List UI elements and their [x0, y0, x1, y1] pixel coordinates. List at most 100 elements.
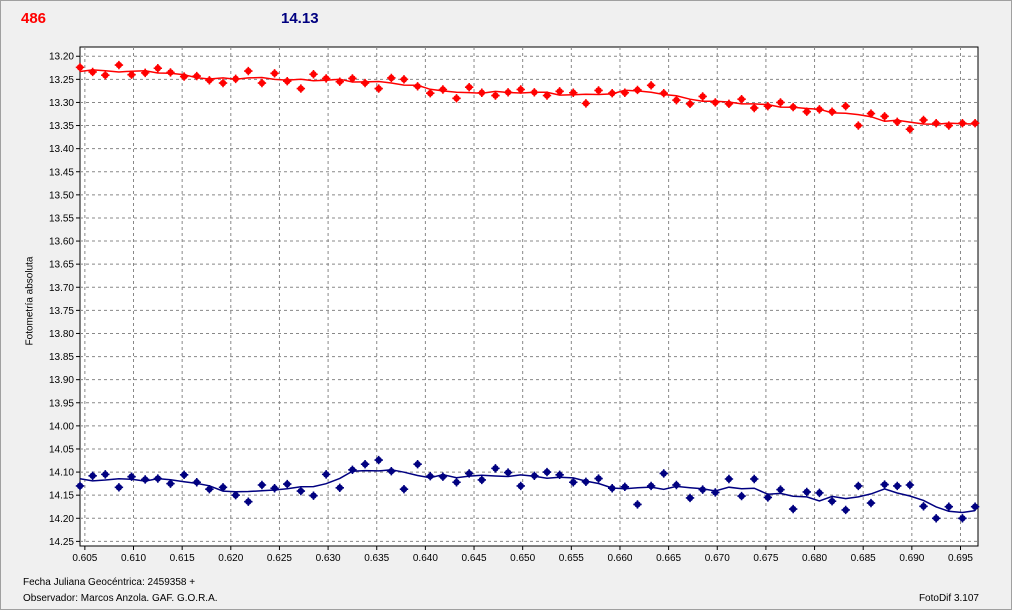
data-point-cross-series-1: [360, 78, 370, 88]
data-point-cross-series-2: [763, 493, 773, 502]
data-point-cross-series-1: [646, 81, 656, 90]
data-point-cross-series-2: [335, 483, 344, 492]
data-point-cross-series-1: [140, 68, 150, 78]
x-tick-label: 0.675: [753, 553, 778, 564]
x-tick-label: 0.655: [559, 553, 584, 564]
data-point-cross-series-1: [321, 74, 331, 83]
y-tick-label: 13.70: [49, 283, 74, 294]
data-point-cross-series-2: [788, 504, 798, 514]
data-point-cross-series-1: [244, 66, 253, 76]
julian-date-label: Fecha Juliana Geocéntrica: 2459358 +: [23, 577, 196, 588]
x-tick-label: 0.615: [170, 553, 195, 564]
data-point-cross-series-1: [75, 63, 85, 72]
data-point-cross-series-2: [931, 514, 941, 523]
y-tick-label: 14.05: [49, 444, 74, 455]
data-point-cross-series-1: [530, 88, 539, 97]
data-point-cross-series-1: [270, 69, 279, 78]
y-tick-label: 13.75: [49, 306, 74, 317]
plot-area: [79, 46, 979, 547]
x-tick-label: 0.670: [705, 553, 730, 564]
data-point-cross-series-1: [685, 99, 695, 109]
data-point-cross-series-1: [503, 88, 513, 97]
data-point-cross-series-1: [970, 119, 980, 128]
data-point-cross-series-1: [763, 101, 773, 111]
data-point-cross-series-1: [724, 99, 734, 109]
data-point-cross-series-1: [283, 76, 292, 86]
data-point-cross-series-2: [569, 478, 578, 487]
data-point-cross-series-2: [711, 488, 720, 497]
data-point-cross-series-1: [698, 92, 707, 101]
data-point-cross-series-1: [827, 107, 837, 116]
data-point-cross-series-2: [140, 475, 150, 484]
data-point-cross-series-1: [296, 84, 306, 93]
data-point-cross-series-1: [491, 91, 500, 100]
y-tick-label: 13.60: [49, 237, 74, 248]
y-tick-label: 13.25: [49, 75, 74, 86]
data-point-cross-series-1: [659, 89, 668, 98]
data-point-cross-series-1: [919, 115, 928, 125]
x-tick-label: 0.650: [510, 553, 535, 564]
data-point-cross-series-1: [516, 85, 525, 94]
data-point-cross-series-1: [776, 98, 785, 107]
data-point-cross-series-1: [127, 70, 136, 79]
data-point-cross-series-2: [841, 505, 850, 515]
data-point-cross-series-1: [815, 105, 824, 114]
data-point-cross-series-2: [231, 490, 240, 500]
x-tick-label: 0.645: [462, 553, 487, 564]
trend-line-series-1: [79, 69, 976, 126]
data-point-cross-series-1: [866, 109, 876, 118]
x-tick-label: 0.685: [851, 553, 876, 564]
data-point-cross-series-1: [413, 82, 422, 91]
data-point-cross-series-2: [880, 480, 889, 489]
data-point-cross-series-2: [127, 472, 136, 481]
data-point-cross-series-1: [101, 70, 110, 80]
data-point-cross-series-2: [321, 470, 331, 479]
data-point-cross-series-2: [360, 460, 370, 469]
data-point-cross-series-2: [958, 514, 967, 523]
trend-line-series-2: [79, 469, 976, 514]
y-tick-label: 14.25: [49, 537, 74, 548]
data-point-cross-series-1: [205, 76, 214, 85]
data-point-cross-series-2: [905, 480, 915, 490]
observer-label: Observador: Marcos Anzola. GAF. G.O.R.A.: [23, 593, 218, 604]
data-point-cross-series-2: [464, 469, 474, 478]
data-point-cross-series-2: [530, 471, 539, 480]
data-point-cross-series-1: [452, 94, 461, 103]
data-point-cross-series-1: [257, 78, 267, 88]
data-point-cross-series-2: [257, 480, 267, 490]
data-point-cross-series-1: [192, 71, 201, 81]
data-point-cross-series-2: [672, 480, 681, 490]
data-point-cross-series-1: [555, 87, 564, 96]
data-point-cross-series-1: [231, 74, 240, 84]
data-point-cross-series-2: [192, 478, 201, 487]
data-point-cross-series-2: [970, 502, 980, 511]
data-point-cross-series-2: [854, 481, 863, 491]
data-point-cross-series-2: [114, 483, 124, 492]
x-tick-label: 0.635: [364, 553, 389, 564]
data-point-cross-series-1: [633, 85, 642, 95]
data-point-cross-series-2: [491, 464, 500, 473]
y-tick-label: 13.30: [49, 98, 74, 109]
data-point-cross-series-2: [776, 485, 785, 494]
y-tick-label: 13.95: [49, 398, 74, 409]
data-point-cross-series-2: [698, 485, 707, 494]
data-point-cross-series-2: [452, 478, 461, 487]
data-point-cross-series-1: [542, 91, 552, 100]
red-star-magnitude-label: 486: [21, 10, 47, 27]
data-point-cross-series-1: [788, 102, 798, 112]
data-point-cross-series-1: [348, 74, 357, 83]
data-point-cross-series-2: [309, 491, 318, 500]
data-point-cross-series-2: [581, 477, 591, 486]
data-point-cross-series-2: [399, 484, 409, 494]
y-tick-label: 13.55: [49, 213, 74, 224]
y-tick-label: 14.15: [49, 491, 74, 502]
data-point-cross-series-1: [166, 68, 175, 77]
data-point-cross-series-2: [893, 481, 902, 491]
data-point-cross-series-1: [399, 75, 409, 84]
data-point-cross-series-1: [88, 67, 97, 77]
y-tick-label: 13.45: [49, 167, 74, 178]
data-point-cross-series-1: [737, 95, 746, 104]
data-point-cross-series-2: [296, 486, 306, 496]
data-point-cross-series-1: [931, 119, 941, 128]
